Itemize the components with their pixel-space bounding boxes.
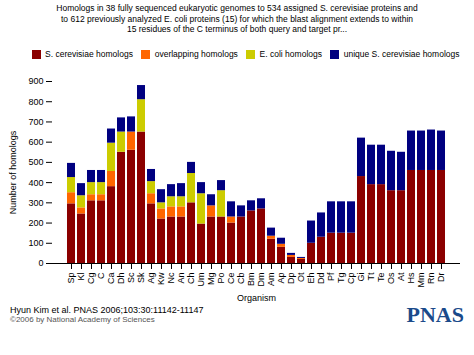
svg-text:400: 400 (28, 177, 43, 187)
svg-text:Organism: Organism (237, 292, 276, 302)
svg-text:300: 300 (28, 197, 43, 207)
html-text:PNAS: PNAS (406, 301, 464, 327)
svg-text:Ot: Ot (296, 272, 306, 282)
svg-text:600: 600 (28, 137, 43, 147)
html-text:overlapping homologs: overlapping homologs (154, 49, 238, 59)
svg-text:Cg: Cg (86, 272, 96, 284)
svg-text:Kw: Kw (156, 272, 166, 285)
svg-text:Ap: Ap (276, 272, 286, 283)
svg-text:C: C (96, 272, 106, 279)
svg-text:500: 500 (28, 157, 43, 167)
svg-text:Te: Te (376, 272, 386, 282)
html-text:E. coli homologs: E. coli homologs (259, 49, 322, 59)
svg-text:Dh: Dh (116, 272, 126, 284)
svg-text:Ch: Ch (186, 272, 196, 284)
svg-text:Nc: Nc (166, 272, 176, 283)
svg-text:Os: Os (386, 272, 396, 284)
html-text:©2006 by National Academy of S: ©2006 by National Academy of Sciences (10, 315, 155, 324)
svg-text:Dm: Dm (256, 272, 266, 286)
svg-text:Tt: Tt (366, 272, 376, 280)
svg-text:Cb: Cb (236, 272, 246, 284)
svg-text:Ce: Ce (226, 272, 236, 284)
svg-text:700: 700 (28, 116, 43, 126)
svg-text:Ca: Ca (106, 272, 116, 284)
svg-text:Sp: Sp (66, 272, 76, 283)
svg-text:900: 900 (28, 76, 43, 86)
svg-text:Sc: Sc (126, 272, 136, 283)
html-text:Homologs in 38 fully sequenced: Homologs in 38 fully sequenced eukaryoti… (56, 3, 418, 34)
svg-text:Sk: Sk (136, 272, 146, 283)
svg-text:Tg: Tg (336, 272, 346, 283)
svg-text:Kl: Kl (76, 272, 86, 280)
svg-text:0: 0 (38, 258, 43, 268)
svg-text:Number of homologs: Number of homologs (8, 130, 18, 214)
svg-text:Gi: Gi (356, 272, 366, 281)
svg-text:Pf: Pf (326, 272, 336, 281)
svg-text:Hs: Hs (406, 272, 416, 283)
svg-text:Am: Am (266, 272, 276, 286)
svg-text:Dd: Dd (316, 272, 326, 284)
svg-text:An: An (176, 272, 186, 283)
svg-text:100: 100 (28, 238, 43, 248)
svg-text:Dp: Dp (286, 272, 296, 284)
svg-text:Rn: Rn (426, 272, 436, 284)
svg-text:Mg: Mg (206, 272, 216, 285)
html-text:S. cerevisiae homologs: S. cerevisiae homologs (45, 49, 133, 59)
svg-text:Um: Um (196, 272, 206, 286)
svg-text:Dr: Dr (436, 272, 446, 282)
svg-text:Bm: Bm (246, 272, 256, 286)
svg-text:Mm: Mm (416, 272, 426, 287)
svg-text:Ag: Ag (146, 272, 156, 283)
html-text:Hyun Kim et al. PNAS 2006;103:: Hyun Kim et al. PNAS 2006;103:30:11142-1… (10, 305, 204, 315)
svg-text:200: 200 (28, 217, 43, 227)
svg-text:Eh: Eh (306, 272, 316, 283)
svg-text:Po: Po (216, 272, 226, 283)
svg-text:Cp: Cp (346, 272, 356, 284)
svg-text:800: 800 (28, 96, 43, 106)
html-text:unique S. cerevisiae homologs: unique S. cerevisiae homologs (343, 49, 460, 59)
svg-text:At: At (396, 272, 406, 281)
